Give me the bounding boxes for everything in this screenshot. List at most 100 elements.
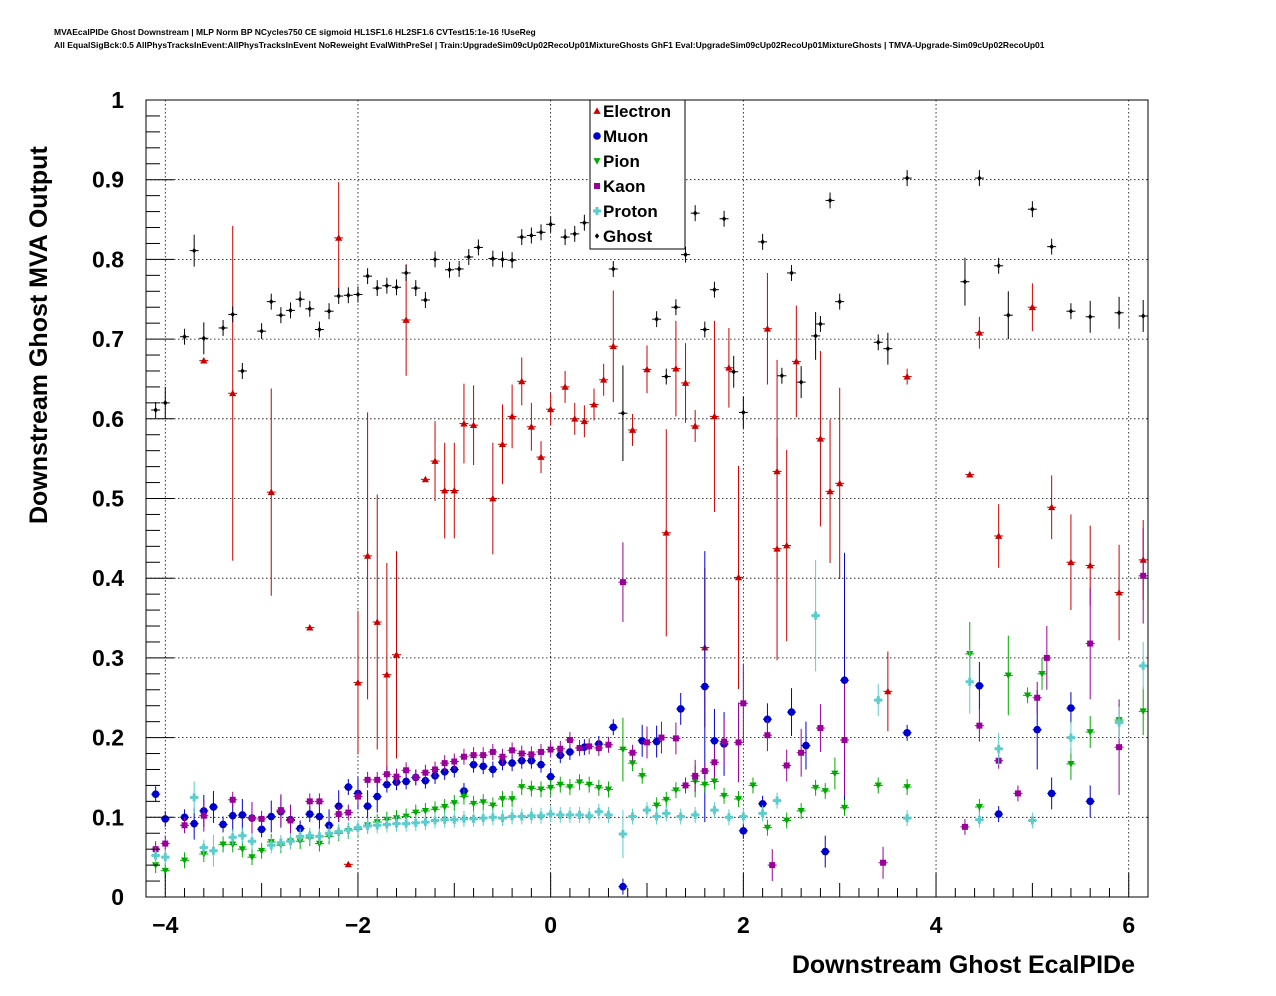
proton-point	[373, 821, 382, 830]
proton-point	[363, 822, 372, 831]
y-tick-label: 0.9	[92, 167, 124, 193]
pion-point	[460, 793, 468, 801]
ghost-point	[818, 321, 823, 327]
electron-point	[547, 405, 555, 413]
pion-point	[585, 781, 593, 789]
muon-point	[190, 819, 198, 828]
ghost-point	[702, 326, 708, 333]
ghost-point	[1068, 308, 1074, 315]
proton-point	[758, 809, 767, 818]
electron-point	[1086, 561, 1094, 569]
pion-point	[638, 772, 646, 780]
ghost-point	[572, 231, 577, 237]
muon-point	[373, 792, 382, 801]
electron-point	[826, 487, 834, 495]
electron-point	[662, 529, 670, 536]
kaon-point	[672, 735, 679, 742]
ghost-point	[490, 255, 496, 262]
y-tick-label: 1	[111, 87, 124, 113]
electron-point	[508, 412, 516, 420]
pion-point	[720, 792, 728, 800]
pion-point	[441, 804, 449, 811]
electron-point	[816, 435, 825, 442]
kaon-point	[798, 749, 805, 756]
kaon-point	[306, 798, 313, 805]
proton-point	[874, 696, 883, 705]
y-tick-label: 0.6	[92, 406, 124, 432]
ghost-point	[611, 266, 616, 272]
ghost-point	[220, 325, 226, 331]
electron-point	[402, 316, 410, 323]
kaon-point	[335, 811, 342, 818]
electron-point	[995, 532, 1003, 539]
electron-point	[966, 470, 974, 478]
kaon-point	[200, 812, 207, 819]
kaon-point	[682, 782, 689, 789]
axis-ticks: −4 −2 0 2 4 6 0 0.1 0.2 0.3 0.4 0.5 0.6 0.7 0.8 0.9 1	[92, 87, 1149, 938]
kaon-point	[229, 796, 236, 803]
ghost-point	[885, 345, 891, 352]
ghost-point	[230, 311, 235, 318]
kaon-point	[1014, 790, 1021, 797]
muon-point	[1033, 725, 1042, 734]
pion-point	[749, 782, 757, 790]
ghost-point	[760, 239, 765, 245]
kaon-point	[509, 747, 516, 754]
legend-marker-proton	[593, 207, 601, 215]
ghost-point	[456, 266, 462, 272]
electron-point	[518, 377, 526, 385]
ghost-point	[654, 316, 659, 322]
x-tick-label: 0	[544, 912, 557, 938]
kaon-point	[783, 762, 790, 769]
electron-point	[537, 453, 545, 460]
muon-point	[209, 803, 218, 811]
header-line-2: All EqualSigBck:0.5 AllPhysTracksInEvent…	[54, 40, 1045, 50]
series-ghost	[151, 170, 1148, 462]
proton-point	[676, 812, 685, 821]
y-tick-label: 0	[111, 884, 124, 910]
muon-point	[787, 708, 796, 716]
kaon-point	[701, 768, 708, 775]
kaon-point	[345, 809, 352, 816]
legend-label-proton: Proton	[603, 202, 658, 221]
pion-point	[537, 786, 545, 794]
pion-point	[653, 802, 661, 809]
proton-point	[508, 812, 517, 821]
kaon-point	[1043, 654, 1050, 661]
muon-point	[1047, 789, 1056, 798]
pion-point	[527, 785, 535, 793]
muon-point	[440, 768, 449, 776]
ghost-point	[1087, 313, 1093, 320]
pion-point	[840, 804, 849, 812]
proton-point	[161, 853, 170, 862]
ghost-point	[1030, 206, 1035, 212]
muon-point	[508, 759, 516, 767]
electron-point	[884, 687, 892, 695]
proton-point	[440, 815, 449, 824]
ghost-point	[731, 368, 736, 375]
pion-point	[566, 784, 574, 791]
ghost-point	[153, 407, 158, 413]
y-tick-label: 0.4	[92, 565, 124, 591]
proton-point	[325, 829, 334, 838]
electron-point	[763, 325, 772, 332]
ghost-point	[269, 298, 274, 305]
muon-point	[469, 760, 478, 769]
electron-point	[460, 419, 468, 427]
ghost-point	[721, 215, 727, 222]
proton-point	[546, 810, 555, 819]
proton-point	[479, 814, 488, 823]
electron-point	[392, 651, 401, 658]
ghost-point	[789, 270, 794, 276]
kaon-point	[383, 771, 390, 778]
muon-point	[802, 741, 810, 750]
proton-point	[286, 837, 295, 846]
proton-point	[662, 809, 671, 818]
pion-point	[219, 841, 227, 848]
electron-point	[710, 412, 719, 420]
muon-point	[821, 847, 830, 856]
x-tick-label: −4	[152, 912, 178, 938]
ghost-point	[673, 304, 679, 311]
ghost-point	[741, 409, 746, 416]
proton-point	[965, 677, 974, 686]
